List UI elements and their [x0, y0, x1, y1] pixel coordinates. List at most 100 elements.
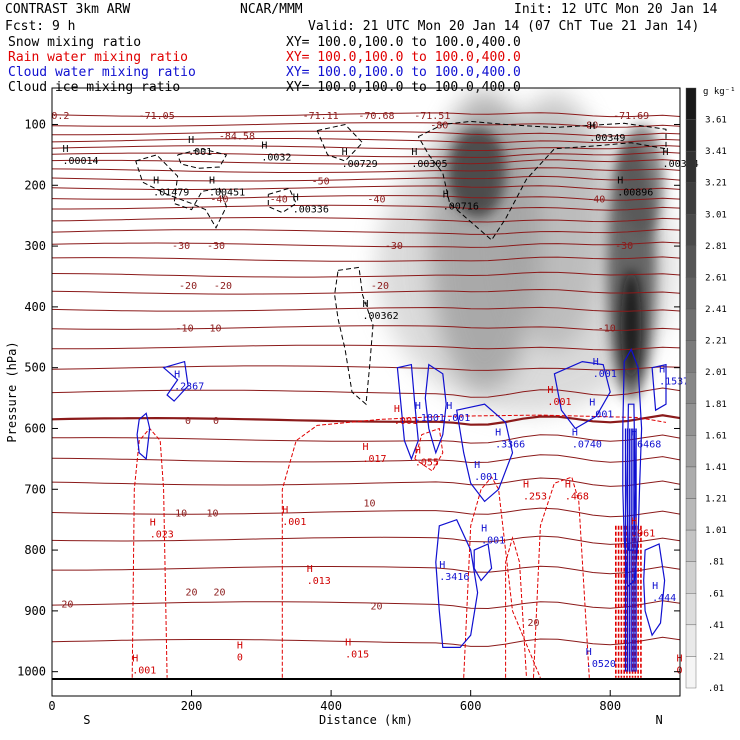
- isotherm-label: -40: [210, 195, 228, 206]
- snow-label: .00349: [589, 133, 625, 144]
- snow-label: .0032: [261, 152, 291, 163]
- cloud-water-max-marker: H: [586, 647, 592, 658]
- snow-max-marker: H: [617, 176, 623, 187]
- cloud-water-contour: [643, 543, 666, 637]
- model-title: CONTRAST 3km ARW: [5, 2, 131, 17]
- isotherm-label: 0: [185, 416, 191, 427]
- isotherm-line: [52, 325, 680, 331]
- y-tick-label: 400: [24, 300, 46, 314]
- colorbar-label: 1.81: [705, 400, 727, 410]
- x-axis-title: Distance (km): [319, 713, 413, 727]
- rain-max-marker: H: [363, 442, 369, 453]
- cloud-water-max-marker: H: [474, 460, 480, 471]
- cloud-water-label: .3416: [439, 572, 469, 583]
- snow-label: .00896: [617, 188, 653, 199]
- y-tick-label: 900: [24, 604, 46, 618]
- rain-label: .961: [631, 529, 655, 540]
- rain-contour: [281, 414, 667, 678]
- rain-label: 0: [237, 653, 243, 664]
- rain-label: .001: [394, 416, 418, 427]
- isotherm-label: -80: [430, 120, 448, 131]
- isotherm-line: [52, 217, 680, 223]
- institution-label: NCAR/MMM: [240, 2, 303, 17]
- rain-max-marker: H: [345, 638, 351, 649]
- isotherm-label: -40: [270, 195, 288, 206]
- isotherm-label: -71.11: [303, 111, 339, 122]
- y-tick-label: 300: [24, 239, 46, 253]
- cloud-water-label: .001: [593, 369, 617, 380]
- colorbar-swatch: [685, 561, 697, 594]
- colorbar-swatch: [685, 150, 697, 183]
- y-tick-label: 1000: [17, 665, 46, 679]
- colorbar-swatch: [685, 624, 697, 657]
- rain-label: .468: [565, 492, 589, 503]
- colorbar-label: .61: [708, 589, 724, 599]
- snow-max-marker: H: [663, 147, 669, 158]
- cloud-water-max-marker: H: [631, 427, 637, 438]
- isotherm-label: 10: [206, 508, 218, 519]
- colorbar-swatch: [685, 529, 697, 562]
- field-name-snow: Snow mixing ratio: [8, 35, 142, 50]
- cloud-water-contour: [435, 518, 479, 648]
- cloud-water-max-marker: H: [652, 581, 658, 592]
- isotherm-label: -30: [615, 241, 633, 252]
- isotherm-label: 20: [61, 600, 73, 611]
- y-tick-label: 500: [24, 361, 46, 375]
- isotherm-label: -71.05: [139, 111, 175, 122]
- snow-label: .00362: [363, 311, 399, 322]
- cloud-water-max-marker: H: [589, 398, 595, 409]
- colorbar-label: 1.61: [705, 431, 727, 441]
- x-tick-label: 0: [48, 699, 55, 713]
- colorbar-swatch: [685, 340, 697, 373]
- isotherm-line: [52, 306, 680, 312]
- isotherm-label: 20: [527, 618, 539, 629]
- colorbar-swatch: [685, 498, 697, 531]
- x-tick-label: 800: [599, 699, 621, 713]
- x-tick-label: 600: [460, 699, 482, 713]
- isotherm-line: [52, 414, 680, 426]
- isotherm-line: [52, 600, 680, 610]
- y-tick-label: 600: [24, 421, 46, 435]
- cloud-water-contour: [456, 403, 514, 503]
- colorbar-label: .21: [708, 652, 724, 662]
- valid-time: Valid: 21 UTC Mon 20 Jan 14 (07 ChT Tue …: [308, 19, 700, 34]
- snow-label: .00384: [663, 159, 699, 170]
- cloud-water-max-marker: H: [174, 370, 180, 381]
- cloud-water-label: .444: [652, 593, 676, 604]
- colorbar-swatch: [685, 403, 697, 436]
- isotherm-line: [52, 151, 680, 158]
- rain-label: .013: [307, 576, 331, 587]
- cloud-water-contour: [424, 363, 447, 455]
- snow-max-marker: H: [411, 147, 417, 158]
- rain-max-marker: H: [547, 385, 553, 396]
- isotherm-label: -20: [179, 281, 197, 292]
- isotherm-label: -84.58: [219, 131, 255, 142]
- isotherm-label: -10: [598, 324, 616, 335]
- y-tick-label: 100: [24, 117, 46, 131]
- field-name-cloud-water: Cloud water mixing ratio: [8, 65, 196, 80]
- rain-max-marker: H: [523, 480, 529, 491]
- contour-label-layer: -71.05 -71.11 -70.68 -71.51 -71.69 -80 -80 -84.…: [51, 111, 698, 677]
- isotherm-label: -30: [385, 241, 403, 252]
- isotherm-label: -20: [214, 281, 232, 292]
- snow-max-marker: H: [363, 299, 369, 310]
- colorbar-label: 3.41: [705, 147, 727, 157]
- isotherm-label: -30: [207, 241, 225, 252]
- cloud-water-contour: [553, 360, 611, 430]
- rain-max-marker: H: [565, 480, 571, 491]
- colorbar-label: 2.41: [705, 305, 727, 315]
- colorbar-label: 3.21: [705, 179, 727, 189]
- isotherm-line: [52, 365, 680, 371]
- rain-contour: [463, 476, 541, 678]
- x-tick-label: 400: [320, 699, 342, 713]
- isotherm-line: [52, 195, 680, 201]
- colorbar-swatch: [685, 308, 697, 341]
- ice-plume-middle: [504, 91, 605, 352]
- snow-max-marker: H: [188, 135, 194, 146]
- snow-max-marker: H: [62, 144, 68, 155]
- rain-max-marker: H: [132, 654, 138, 665]
- snow-contour: [417, 120, 667, 241]
- y-tick-label: 800: [24, 543, 46, 557]
- rain-label: .015: [345, 650, 369, 661]
- colorbar-swatch: [685, 277, 697, 310]
